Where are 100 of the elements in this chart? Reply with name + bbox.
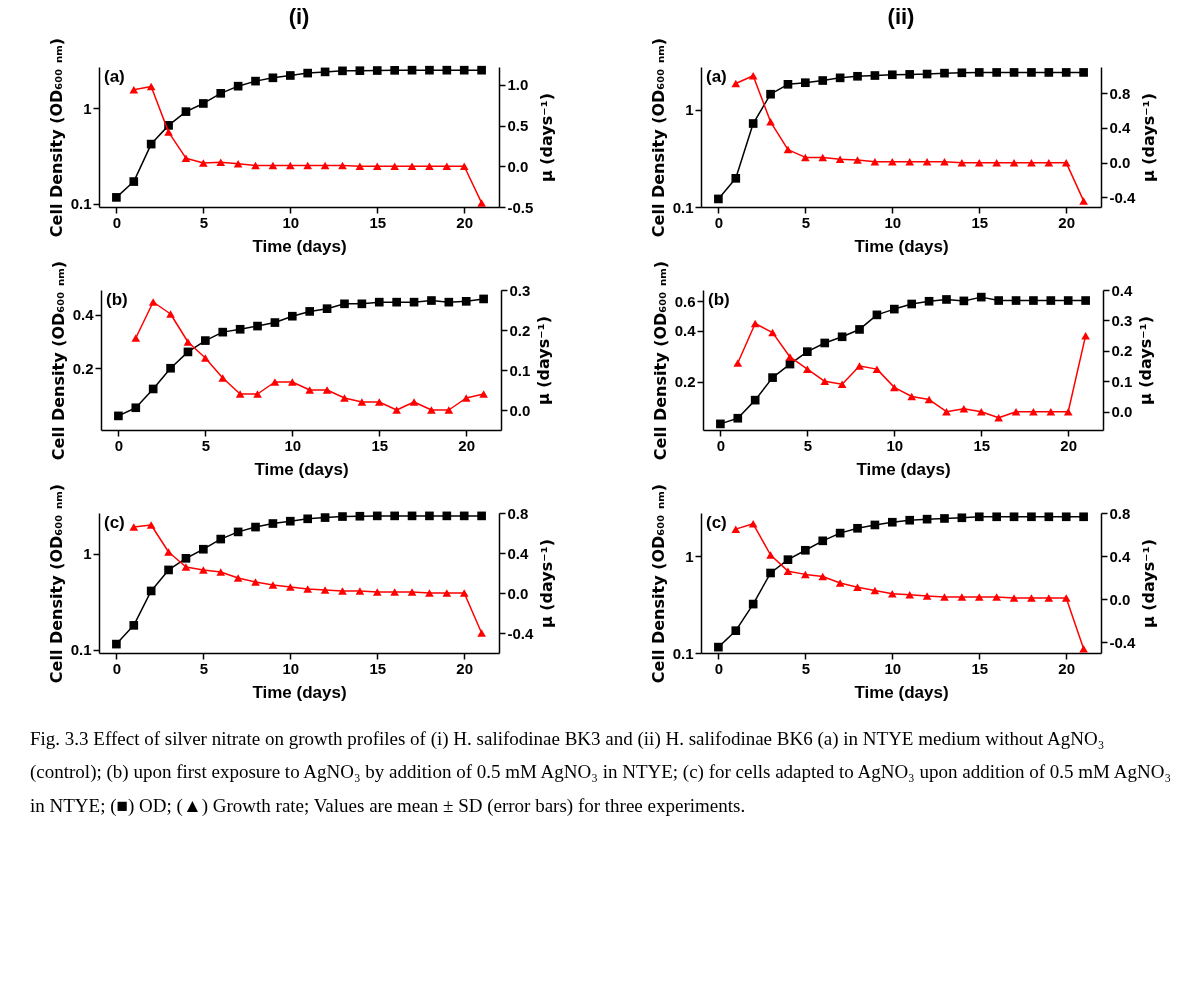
x-tick-label: 20 [1057,213,1075,231]
point [476,511,486,521]
point [131,403,141,413]
point [389,511,399,521]
point [748,119,757,128]
point [215,534,225,544]
caption: Fig. 3.3 Effect of silver nitrate on growth profiles of (i) H. salifodinae BK3 and (ii) H. salifodinae BK6 (a) in NTYE medium without AgNO₃ (control); (b) upon first exposure to AgNO₃ by addition of 0.5 mM AgNO₃ in NTYE; (c) for cells adapted to AgNO₃ upon addition of 0.5 mM AgNO₃ in NTYE; (■) OD; (▲) Growth rate; Values are mean ± SD (error bars) for three experiments. [30,727,1172,818]
annotation: (a) [103,67,125,86]
chart-title: (i) [288,4,309,30]
x-tick-label: 5 [801,659,810,677]
x-tick-label: 15 [973,436,991,454]
y2-tick-label: 0.1 [509,361,531,379]
y2-axis-title: μ (days⁻¹) [536,538,556,629]
point [424,65,434,75]
point [111,193,121,202]
point [407,65,416,75]
point [716,419,725,429]
point [166,363,175,373]
y2-tick-label: -0.4 [1109,633,1136,651]
x-axis-title: Time (days) [853,682,949,702]
point [852,523,862,533]
point [889,304,899,314]
point [302,514,312,524]
x-tick-label: 15 [970,659,988,677]
point [181,553,190,563]
y2-axis-title: μ (days⁻¹) [536,92,556,183]
x-tick-label: 15 [371,436,389,454]
x-tick-label: 0 [112,659,121,677]
point [1063,296,1073,305]
point [924,296,934,306]
point [372,66,382,75]
point [357,299,367,309]
point [783,555,792,564]
point [837,332,847,342]
y2-tick-label: 0.4 [1109,547,1131,565]
x-tick-label: 5 [201,436,211,454]
x-axis-title: Time (days) [853,236,949,256]
y-tick-label: 0.1 [672,644,693,662]
x-tick-label: 10 [886,436,904,454]
point [887,70,897,80]
point [285,516,295,526]
point [128,177,138,186]
y-axis-title: Cell Density (OD₆₀₀ ₙₘ) [648,37,668,238]
point [1081,296,1090,305]
x-tick-label: 5 [199,213,208,231]
point [768,373,777,382]
x-tick-label: 10 [281,213,299,231]
point [218,327,228,337]
point [1044,512,1053,522]
annotation: (c) [103,513,125,532]
y2-tick-label: 0.3 [509,281,531,299]
point [444,297,454,307]
chart-title: (ii) [887,4,914,30]
y-tick-label: 0.2 [72,359,94,377]
point [852,71,862,81]
point [1026,512,1036,522]
y2-tick-label: 0.2 [1111,342,1133,360]
x-axis-title: Time (days) [856,459,951,479]
point [713,642,723,652]
point [817,76,827,85]
y-tick-label: 1 [684,101,693,119]
x-tick-label: 20 [455,213,473,231]
point [939,514,949,523]
y2-tick-label: 0.0 [1111,403,1133,421]
point [713,194,723,204]
y2-tick-label: 0.0 [509,401,531,419]
point [253,321,262,331]
point [198,99,208,108]
point [1009,512,1018,522]
point [765,89,775,99]
y2-tick-label: 0.3 [1111,311,1133,329]
x-tick-label: 5 [199,659,208,677]
point [817,536,827,546]
point [855,325,864,334]
point [957,513,966,523]
point [392,297,401,307]
point [730,174,740,183]
point [302,68,312,78]
point [1061,68,1071,77]
point [427,296,436,305]
y-axis-title: Cell Density (OD₆₀₀ ₙₘ) [650,260,670,461]
y-tick-label: 0.4 [72,306,95,324]
y2-axis-title: μ (days⁻¹) [1136,315,1156,406]
y-tick-label: 0.4 [674,322,697,340]
point [461,297,471,306]
point [337,512,347,521]
y2-tick-label: 0.4 [507,544,529,562]
point [820,338,830,348]
y2-tick-label: -0.5 [507,198,533,216]
point [994,296,1003,305]
y2-tick-label: 0.4 [1111,281,1134,299]
point [904,515,914,525]
point [1046,296,1056,305]
x-tick-label: 10 [883,659,901,677]
x-tick-label: 10 [284,436,302,454]
x-axis-title: Time (days) [251,682,347,702]
x-tick-label: 0 [714,213,723,231]
y-tick-label: 0.6 [674,292,696,310]
point [803,347,812,356]
point [268,519,277,528]
